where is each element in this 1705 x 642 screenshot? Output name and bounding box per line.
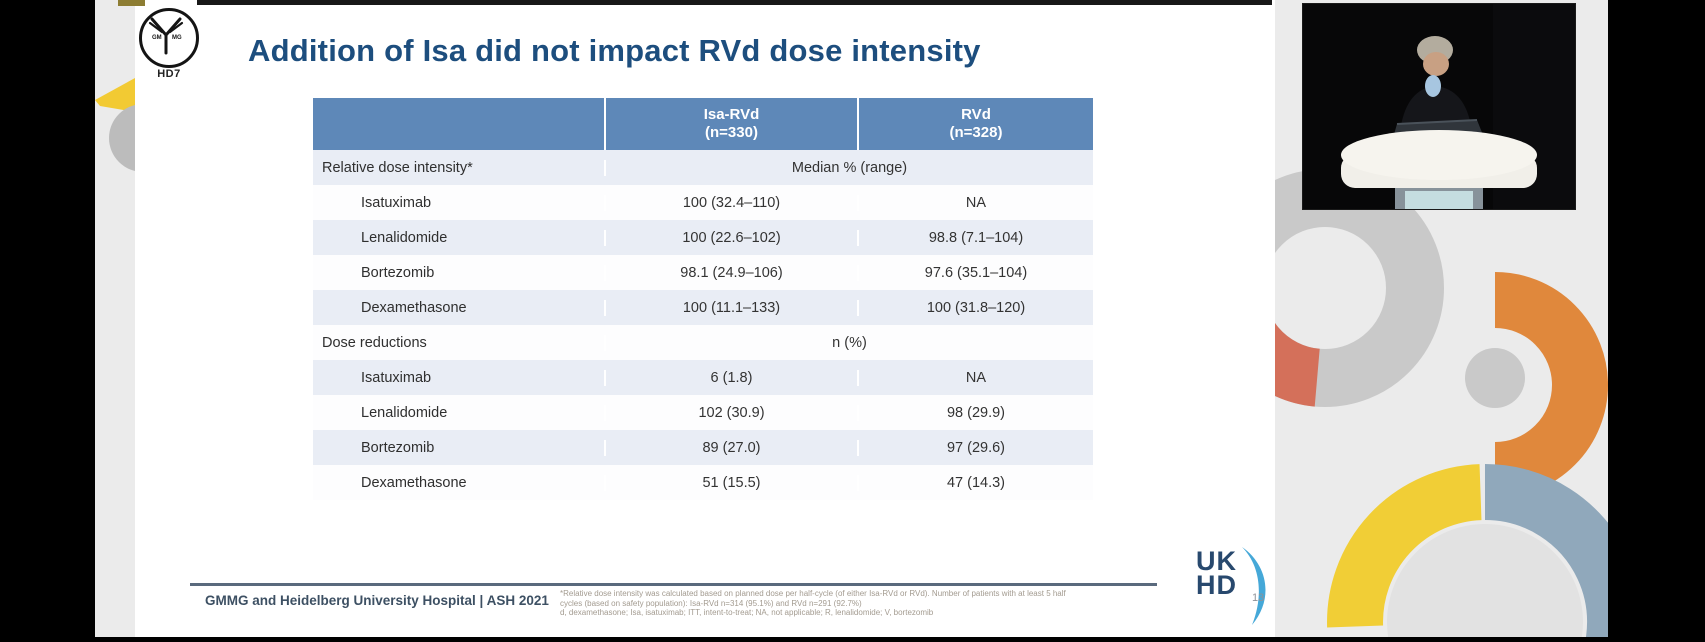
isa-rvd-value: 89 (27.0) <box>604 439 857 456</box>
footer-divider <box>190 583 1157 586</box>
table-row: Relative dose intensity* Median % (range… <box>313 150 1093 185</box>
footnote-line: *Relative dose intensity was calculated … <box>560 589 1066 598</box>
row-label: Dexamethasone <box>361 474 467 491</box>
row-label: Bortezomib <box>361 264 435 281</box>
ukhd-logo: UK HD <box>1196 546 1275 627</box>
isa-rvd-value: 6 (1.8) <box>604 369 857 386</box>
presenter-scene <box>1303 4 1575 209</box>
table-row: Lenalidomide 102 (30.9) 98 (29.9) <box>313 395 1093 430</box>
rvd-value: NA <box>857 194 1093 211</box>
row-label: Bortezomib <box>361 439 435 456</box>
swoosh-icon <box>1242 547 1266 625</box>
isa-rvd-value: 100 (11.1–133) <box>604 299 857 316</box>
rvd-value: 98.8 (7.1–104) <box>857 229 1093 246</box>
isa-rvd-value: 102 (30.9) <box>604 404 857 421</box>
table-header-row: Isa-RVd (n=330) RVd (n=328) <box>313 98 1093 150</box>
top-strip <box>197 0 1272 5</box>
row-span-value: Median % (range) <box>604 159 1093 176</box>
row-label: Isatuximab <box>361 369 432 386</box>
gmmg-hd7-label: HD7 <box>157 68 181 80</box>
table-row: Dexamethasone 100 (11.1–133) 100 (31.8–1… <box>313 290 1093 325</box>
row-label: Dexamethasone <box>361 299 467 316</box>
podium <box>1341 130 1537 209</box>
olive-chip <box>118 0 145 6</box>
table-row: Bortezomib 98.1 (24.9–106) 97.6 (35.1–10… <box>313 255 1093 290</box>
antibody-icon: GM MG <box>139 8 199 68</box>
isa-rvd-value: 100 (22.6–102) <box>604 229 857 246</box>
presenter-video[interactable] <box>1303 4 1575 209</box>
gmmg-logo: GM MG HD7 <box>137 8 201 80</box>
table-row: Bortezomib 89 (27.0) 97 (29.6) <box>313 430 1093 465</box>
svg-text:GM: GM <box>152 35 162 41</box>
table-row: Lenalidomide 100 (22.6–102) 98.8 (7.1–10… <box>313 220 1093 255</box>
row-label: Dose reductions <box>322 334 427 351</box>
page-number: 13 <box>1252 592 1265 604</box>
table-row: Dexamethasone 51 (15.5) 47 (14.3) <box>313 465 1093 500</box>
footer-credit: GMMG and Heidelberg University Hospital … <box>205 593 549 608</box>
rvd-value: 100 (31.8–120) <box>857 299 1093 316</box>
dose-intensity-table: Isa-RVd (n=330) RVd (n=328) Relative dos… <box>313 98 1093 500</box>
row-label: Lenalidomide <box>361 229 448 246</box>
footnote-line: d, dexamethasone; Isa, isatuximab; ITT, … <box>560 608 934 617</box>
svg-text:MG: MG <box>172 35 182 41</box>
row-label: Relative dose intensity* <box>322 159 473 176</box>
col-header-empty <box>313 98 604 150</box>
table-row: Dose reductions n (%) <box>313 325 1093 360</box>
table-row: Isatuximab 100 (32.4–110) NA <box>313 185 1093 220</box>
row-label: Isatuximab <box>361 194 432 211</box>
row-span-value: n (%) <box>604 334 1093 351</box>
isa-rvd-value: 100 (32.4–110) <box>604 194 857 211</box>
page-title: Addition of Isa did not impact RVd dose … <box>248 33 981 68</box>
footnote-line: cycles (based on safety population): Isa… <box>560 598 862 608</box>
row-label: Lenalidomide <box>361 404 448 421</box>
rvd-value: NA <box>857 369 1093 386</box>
table-row: Isatuximab 6 (1.8) NA <box>313 360 1093 395</box>
rvd-value: 97 (29.6) <box>857 439 1093 456</box>
rvd-value: 47 (14.3) <box>857 474 1093 491</box>
rvd-value: 97.6 (35.1–104) <box>857 264 1093 281</box>
ukhd-text: UK HD <box>1196 546 1237 600</box>
isa-rvd-value: 98.1 (24.9–106) <box>604 264 857 281</box>
isa-rvd-value: 51 (15.5) <box>604 474 857 491</box>
rvd-value: 98 (29.9) <box>857 404 1093 421</box>
footnote: *Relative dose intensity was calculated … <box>560 589 1145 618</box>
col-header-isa-rvd: Isa-RVd (n=330) <box>604 98 857 150</box>
col-header-rvd: RVd (n=328) <box>857 98 1093 150</box>
